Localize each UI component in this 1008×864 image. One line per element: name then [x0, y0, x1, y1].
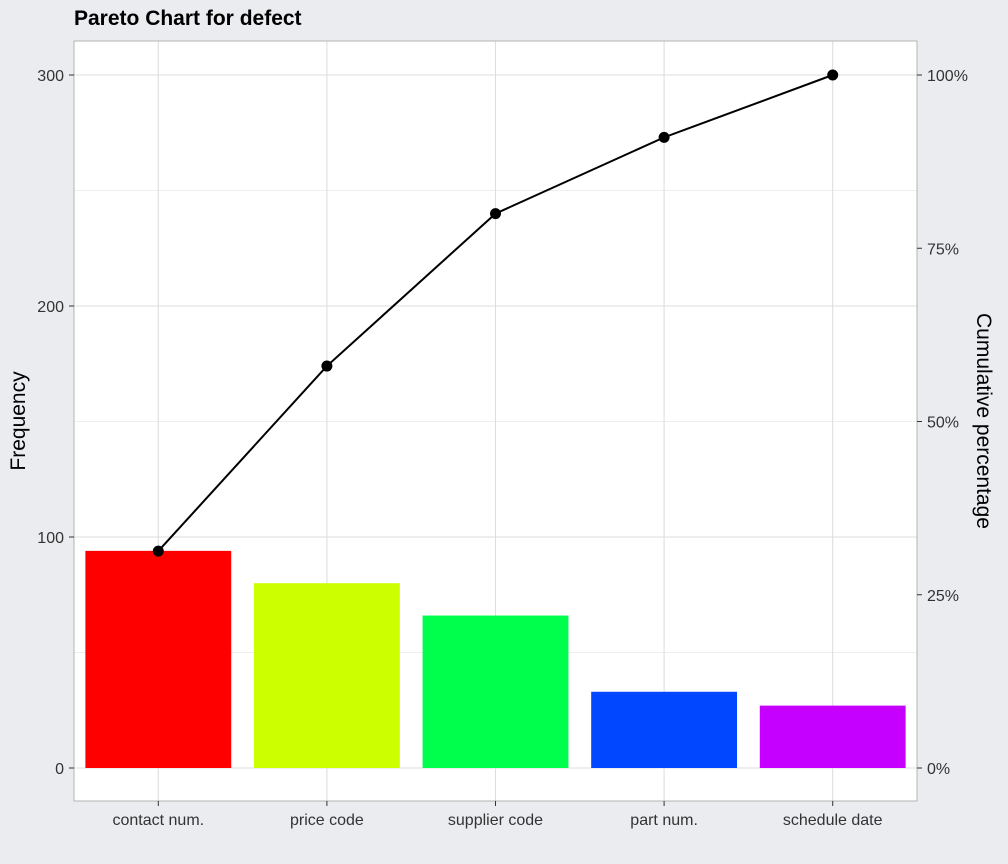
bar-supplier-code [422, 615, 569, 768]
x-tick-label: contact num. [112, 812, 204, 829]
bar-schedule-date [759, 705, 906, 768]
y-tick-label: 300 [37, 68, 64, 85]
bar-part-num [591, 691, 738, 768]
chart-title: Pareto Chart for defect [74, 7, 302, 30]
y2-tick-label: 25% [927, 588, 959, 605]
y2-tick-label: 75% [927, 241, 959, 258]
y-tick-label: 0 [55, 761, 64, 778]
cumulative-line [152, 69, 839, 557]
x-tick-label: part num. [630, 812, 698, 829]
y2-axis-title: Cumulative percentage [972, 313, 995, 529]
y2-tick-label: 0% [927, 761, 950, 778]
cumulative-point [827, 69, 839, 81]
y2-tick-label: 50% [927, 415, 959, 432]
y2-tick-label: 100% [927, 68, 968, 85]
y-axis-title: Frequency [7, 371, 30, 471]
bar-contact-num [85, 550, 232, 768]
cumulative-point [490, 208, 501, 220]
bars [85, 550, 906, 768]
cumulative-point [152, 545, 164, 557]
y-tick-label: 100 [37, 530, 64, 547]
x-tick-label: schedule date [783, 812, 883, 829]
x-tick-label: supplier code [448, 812, 543, 829]
y-tick-label: 200 [37, 299, 64, 316]
x-tick-label: price code [290, 812, 364, 829]
cumulative-point [321, 360, 333, 372]
cumulative-point [658, 131, 670, 143]
bar-price-code [253, 583, 400, 768]
axes: 0 100 200 300 0% 25% 50% 75% 100% contact num. pri… [37, 68, 968, 829]
